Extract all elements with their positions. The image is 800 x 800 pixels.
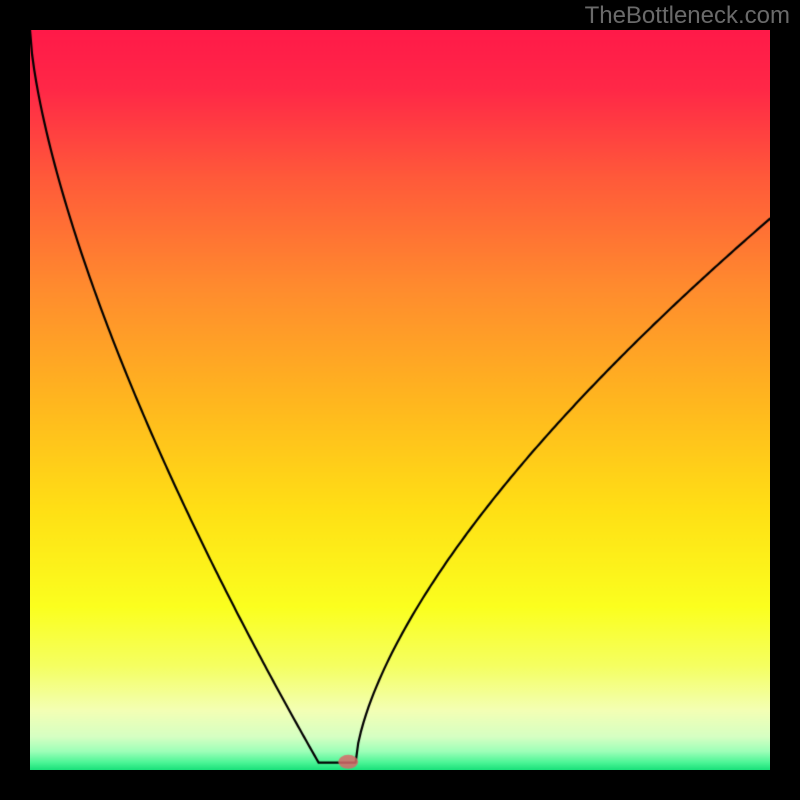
bottleneck-chart-canvas bbox=[30, 30, 770, 770]
plot-frame bbox=[30, 30, 770, 770]
watermark-text: TheBottleneck.com bbox=[585, 2, 790, 30]
